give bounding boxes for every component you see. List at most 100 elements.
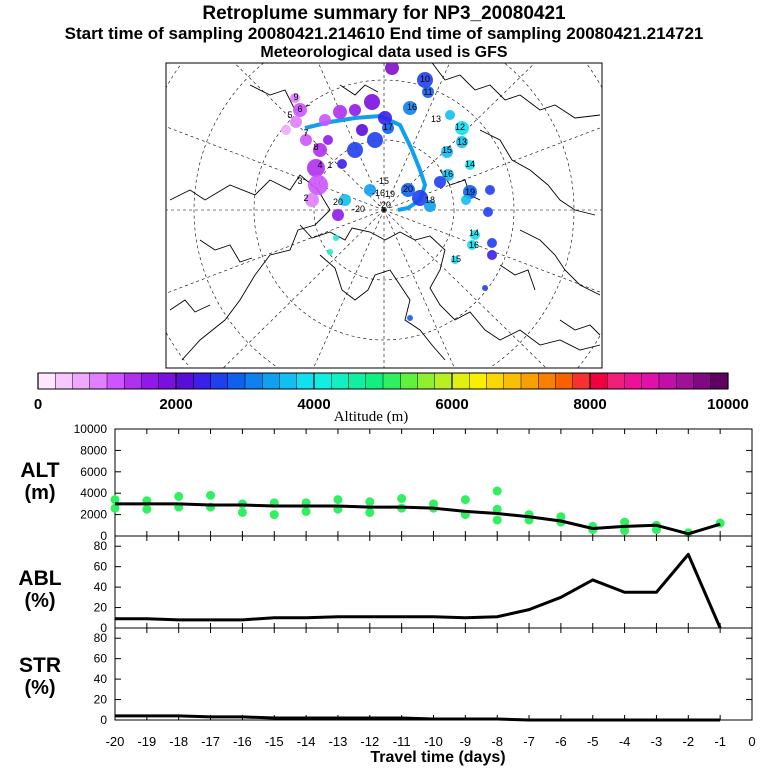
- plume-marker: [313, 143, 327, 157]
- latitude-circles: [166, 63, 602, 368]
- map-day-label: 8: [313, 142, 318, 152]
- plume-marker: [407, 315, 413, 321]
- plume-marker: [300, 134, 312, 146]
- map-day-label: 17: [383, 122, 393, 132]
- plume-marker: [367, 132, 383, 148]
- latitude-circle-label: -20: [378, 200, 391, 210]
- map-day-label: 20: [333, 197, 343, 207]
- x-tick-label: -12: [360, 734, 379, 749]
- colorbar-segment: [417, 373, 436, 389]
- y-tick-label: 40: [94, 580, 108, 594]
- x-axis-label: Travel time (days): [370, 749, 506, 766]
- altitude-point: [492, 504, 502, 514]
- x-tick-label: -9: [460, 734, 472, 749]
- altitude-point: [110, 503, 120, 513]
- plume-marker: [483, 207, 493, 217]
- plume-marker: [323, 135, 333, 145]
- latitude-circle-label: -15: [376, 176, 389, 186]
- colorbar-segment: [590, 373, 608, 389]
- plume-marker: [307, 159, 325, 177]
- map-day-label: 3: [297, 176, 302, 186]
- map-day-label: 14: [465, 159, 475, 169]
- meteorological-note: Meteorological data used is GFS: [260, 44, 508, 61]
- colorbar-segment: [38, 373, 56, 389]
- plume-marker: [422, 86, 434, 98]
- colorbar-tick: 8000: [573, 396, 606, 413]
- map-day-label: 11: [423, 87, 432, 97]
- colorbar-segment: [434, 373, 453, 389]
- plume-marker: [487, 250, 497, 260]
- map-day-label: 16: [469, 240, 479, 250]
- x-tick-label: -19: [137, 734, 156, 749]
- colorbar-tick-labels: 0 2000 4000 6000 8000 10000: [34, 396, 749, 413]
- colorbar-label: Altitude (m): [333, 409, 409, 425]
- colorbar-segment: [365, 373, 384, 389]
- x-tick-label: -14: [297, 734, 316, 749]
- altitude-point: [620, 517, 630, 527]
- plume-marker: [487, 238, 497, 248]
- plume-marker: [385, 63, 399, 75]
- y-tick-label: 8000: [80, 443, 107, 457]
- altitude-point: [174, 491, 184, 501]
- plume-markers: [281, 63, 497, 321]
- colorbar-segment: [210, 373, 229, 389]
- x-tick-label: -1: [714, 734, 726, 749]
- x-tick-label: -7: [523, 734, 535, 749]
- map-day-label: 20: [403, 184, 413, 194]
- map-day-label: 6: [297, 104, 302, 114]
- colorbar-segment: [676, 373, 694, 389]
- map-panel: 10 11 16 12 13 15 14 16 19 18 17 20 19 9 65 78 32 4 1 20 13 1…: [165, 62, 603, 369]
- altitude-point: [237, 507, 247, 517]
- plume-marker: [337, 159, 347, 169]
- altitude-point: [333, 495, 343, 505]
- plume-marker: [356, 124, 368, 136]
- plume-marker: [470, 230, 480, 240]
- plume-marker: [281, 125, 291, 135]
- x-tick-label: -13: [329, 734, 348, 749]
- map-day-label: 4: [317, 160, 322, 170]
- circle-labels: -15 -16 -20 -20: [352, 176, 391, 214]
- altitude-point: [269, 510, 279, 520]
- time-series-panels: 0 2000 4000 6000 8000 10000 ALT(m) 0 20 40 60 80 ABL…: [18, 422, 753, 727]
- colorbar-segment: [55, 373, 73, 389]
- x-tick-label: -10: [424, 734, 443, 749]
- plume-marker: [347, 142, 363, 158]
- plume-marker: [455, 121, 469, 135]
- colorbar-segment: [503, 373, 522, 389]
- plume-marker: [441, 146, 453, 158]
- colorbar-segment: [279, 373, 298, 389]
- y-tick-label: 4000: [80, 486, 107, 500]
- panel-str: 0 20 40 60 80 STR(%): [19, 627, 753, 727]
- colorbar-tick: 6000: [435, 396, 468, 413]
- x-tick-label: -5: [587, 734, 599, 749]
- map-frame: [165, 62, 603, 369]
- colorbar-segment: [89, 373, 108, 389]
- plume-marker: [451, 256, 459, 264]
- colorbar-segment: [262, 373, 280, 389]
- y-tick-label: 6000: [80, 465, 107, 479]
- altitude-point: [301, 506, 311, 516]
- y-tick-label: 10000: [74, 422, 108, 436]
- panel-frame: [114, 627, 753, 721]
- colorbar-segment: [72, 373, 91, 389]
- sampling-times: Start time of sampling 20080421.214610 E…: [64, 24, 704, 43]
- x-tick-label: 0: [748, 734, 755, 749]
- plume-marker: [290, 116, 302, 128]
- map-day-label: 5: [287, 110, 292, 120]
- x-tick-label: -16: [233, 734, 252, 749]
- plume-marker: [332, 209, 344, 221]
- panel-unit: (%): [24, 677, 55, 699]
- panel-frame: [114, 535, 753, 629]
- colorbar-segment: [176, 373, 194, 389]
- x-tick-label: -4: [619, 734, 631, 749]
- plume-marker: [456, 136, 468, 148]
- colorbar-segment: [659, 373, 677, 389]
- panel-unit: (m): [24, 482, 55, 504]
- colorbar-segment: [331, 373, 349, 389]
- map-day-label: 14: [469, 228, 479, 238]
- panel-name: STR: [19, 654, 61, 677]
- plume-marker: [412, 190, 428, 206]
- map-day-label: 16: [443, 169, 453, 179]
- plume-marker: [461, 195, 471, 205]
- y-tick-label: 20: [94, 601, 108, 615]
